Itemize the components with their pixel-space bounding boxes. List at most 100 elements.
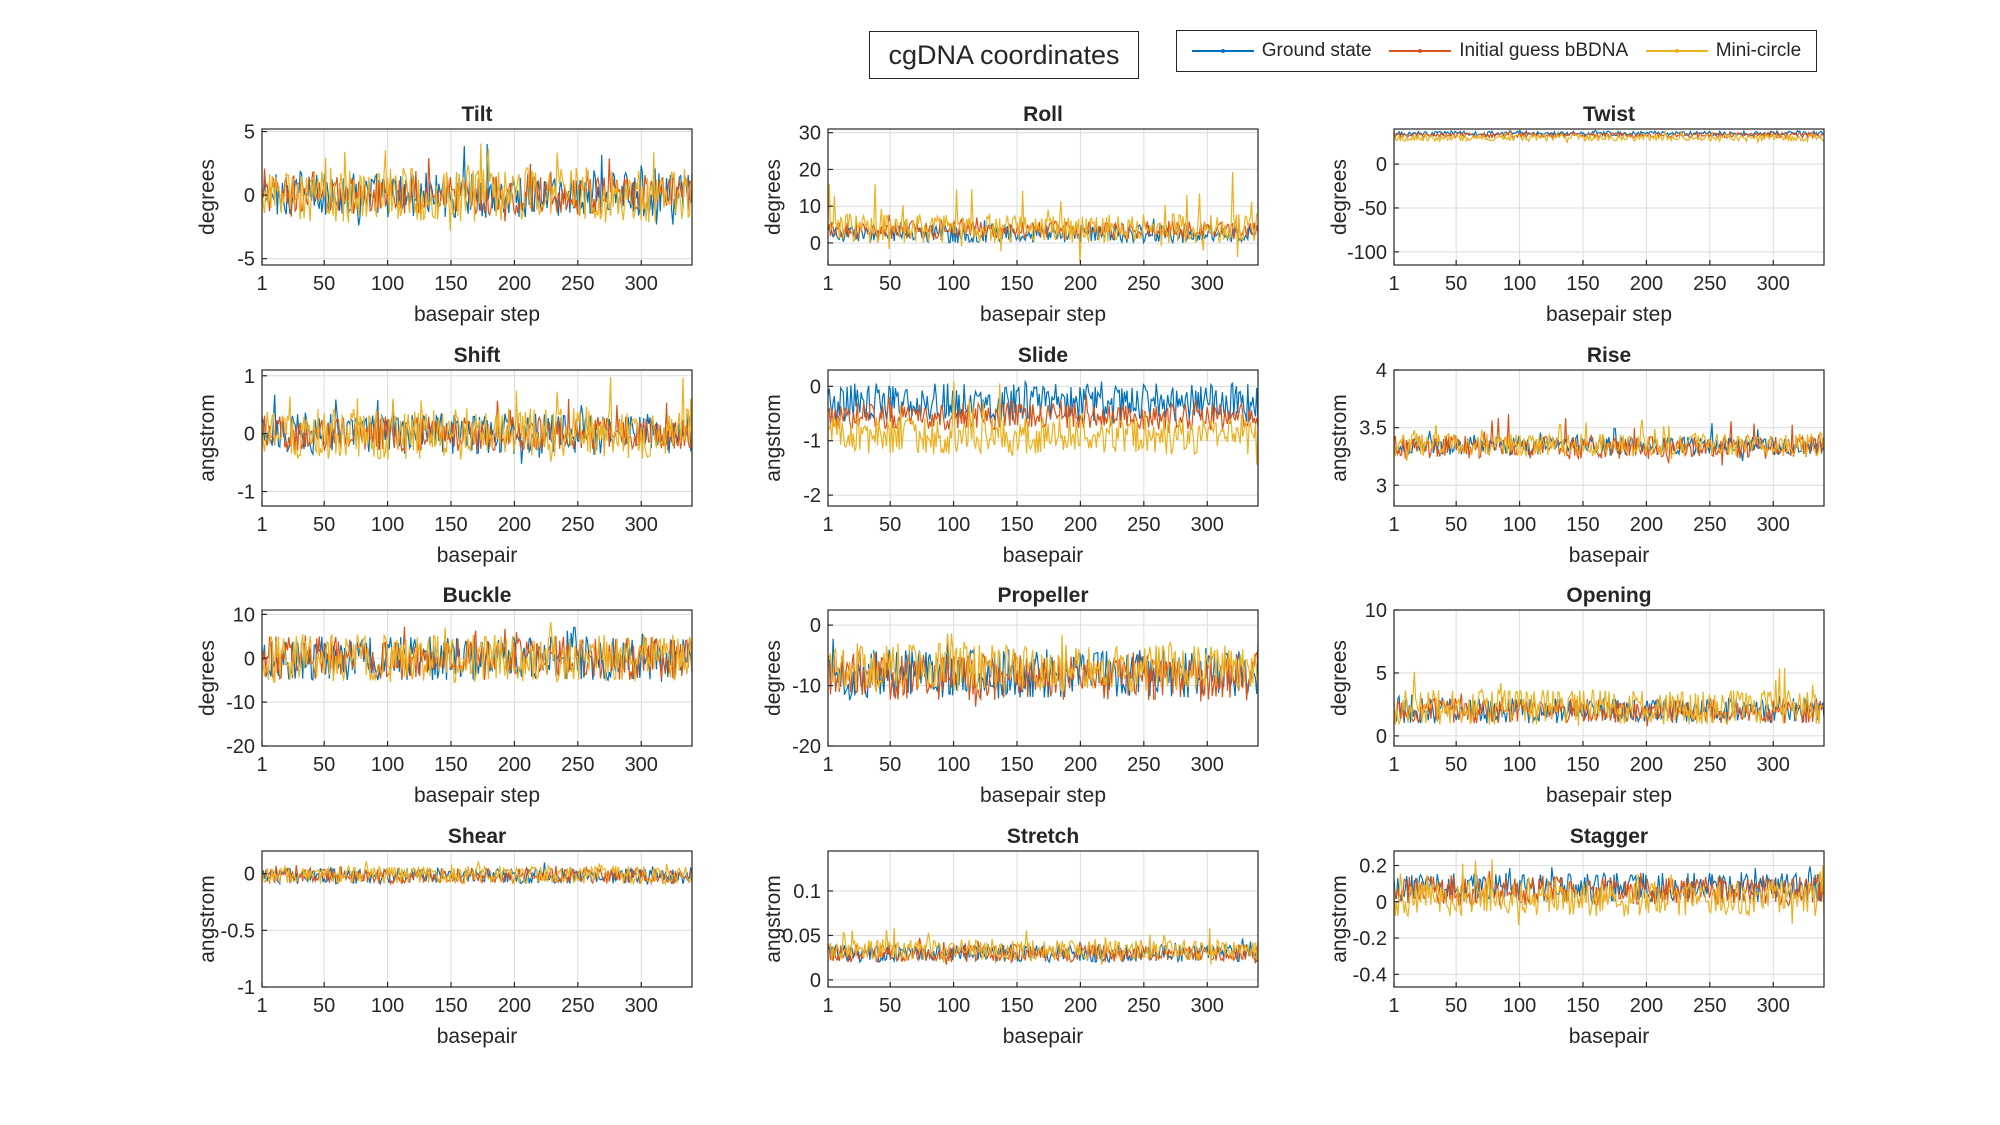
x-tick-label: 1 [256,273,267,295]
subplot-slide: 1 50 100 150 200 250 300-2-10Slidebasepairangs… [762,344,1259,567]
x-tick-label: 250 [1693,995,1726,1017]
y-tick-label: 4 [1376,360,1387,382]
y-tick-label: 0 [810,233,821,255]
x-tick-label: 50 [1445,514,1467,536]
x-tick-label: 250 [1693,273,1726,295]
x-tick-label: 250 [1693,754,1726,776]
axes-box [827,850,1259,988]
x-tick-label: 150 [434,514,467,536]
y-tick-label: 10 [233,604,255,626]
y-axis-label: degrees [762,159,785,235]
y-tick-label: 0.2 [1359,856,1387,878]
x-tick-label: 100 [937,995,970,1017]
y-tick-label: -0.4 [1353,964,1387,986]
x-tick-label: 50 [879,273,901,295]
subplot-title: Buckle [443,584,512,607]
x-tick-label: 200 [1630,754,1663,776]
y-tick-label: 0 [244,424,255,446]
x-tick-label: 150 [1000,273,1033,295]
y-tick-label: 0 [810,615,821,637]
axes-box [261,609,693,747]
x-tick-label: 50 [879,995,901,1017]
y-tick-label: 30 [799,123,821,145]
x-tick-label: 250 [1127,995,1160,1017]
y-tick-label: 5 [1376,663,1387,685]
axes-box [1393,850,1825,988]
y-axis-label: degrees [196,640,219,716]
axes-box [261,128,693,266]
x-tick-label: 300 [625,995,658,1017]
series-line-mini-circle-rise [1394,419,1824,461]
y-axis-label: angstrom [196,394,219,482]
x-axis-label: basepair [437,544,518,567]
subplot-buckle: 1 50 100 150 200 250 300-20-10010Bucklebasepai… [196,584,693,807]
x-tick-label: 300 [1757,273,1790,295]
series-line-mini-circle-shear [262,860,692,886]
y-tick-label: 0 [244,185,255,207]
y-tick-label: -20 [792,736,821,758]
x-tick-label: 50 [313,754,335,776]
x-tick-label: 100 [1503,273,1536,295]
subplot-title: Tilt [461,103,492,126]
y-axis-label: angstrom [762,394,785,482]
x-tick-label: 250 [1127,514,1160,536]
x-tick-label: 1 [1388,995,1399,1017]
series-line-mini-circle-slide [828,381,1258,465]
subplot-title: Twist [1583,103,1635,126]
x-axis-label: basepair step [1546,303,1672,326]
x-tick-label: 50 [879,514,901,536]
x-axis-label: basepair step [414,303,540,326]
y-axis-label: angstrom [762,875,785,963]
subplot-title: Roll [1023,103,1063,126]
series-line-mini-circle-roll [828,171,1258,262]
legend-item-initial-guess: Initial guess bBDNA [1389,40,1628,62]
x-tick-label: 150 [1000,995,1033,1017]
series-line-mini-circle-stagger [1394,859,1824,926]
y-axis-label: degrees [1328,159,1351,235]
x-axis-label: basepair [1003,1025,1084,1048]
x-tick-label: 100 [371,273,404,295]
series-line-mini-circle-shift [262,376,692,462]
y-tick-label: 3.5 [1359,418,1387,440]
axes-box [261,369,693,507]
legend-item-ground-state: Ground state [1191,40,1372,62]
y-tick-label: -0.2 [1353,928,1387,950]
y-tick-label: -0.5 [221,920,255,942]
y-tick-label: 0 [244,648,255,670]
x-axis-label: basepair step [980,784,1106,807]
y-tick-label: 0 [1376,892,1387,914]
legend-label-mini-circle: Mini-circle [1715,40,1802,61]
y-tick-label: 10 [1365,600,1387,622]
y-tick-label: 0.05 [782,925,821,947]
subplot-twist: 1 50 100 150 200 250 300-100-500Twistbasepair … [1328,103,1825,326]
series-line-initial-guess-bbdna-tilt [262,158,692,222]
subplot-title: Stretch [1007,825,1079,848]
x-tick-label: 250 [561,273,594,295]
y-tick-label: 20 [799,159,821,181]
x-tick-label: 300 [1191,754,1224,776]
x-axis-label: basepair [1003,544,1084,567]
series-line-mini-circle-propeller [828,633,1258,694]
y-tick-label: -1 [237,977,255,999]
y-tick-label: -50 [1358,198,1387,220]
legend: Ground state Initial guess bBDNA Mini-ci… [1176,30,1817,72]
x-tick-label: 1 [822,273,833,295]
x-tick-label: 200 [1630,995,1663,1017]
y-axis-label: angstrom [1328,394,1351,482]
x-tick-label: 200 [1630,514,1663,536]
axes-box [827,369,1259,507]
x-axis-label: basepair step [980,303,1106,326]
x-tick-label: 1 [1388,514,1399,536]
subplot-title: Propeller [997,584,1088,607]
x-tick-label: 50 [1445,995,1467,1017]
x-tick-label: 150 [1566,273,1599,295]
x-tick-label: 1 [822,514,833,536]
x-tick-label: 100 [371,754,404,776]
x-tick-label: 50 [313,995,335,1017]
x-tick-label: 1 [256,754,267,776]
axes-box [1393,369,1825,507]
y-axis-label: degrees [1328,640,1351,716]
subplot-title: Slide [1018,344,1068,367]
